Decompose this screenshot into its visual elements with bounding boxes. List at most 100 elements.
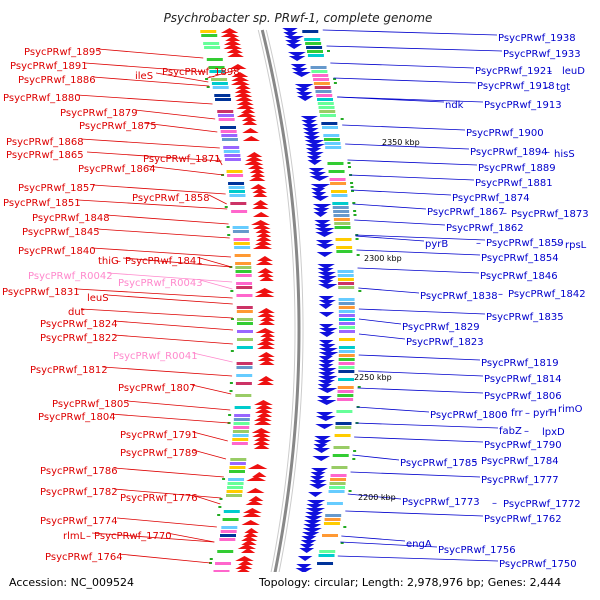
reverse-gene-arrow: [295, 568, 313, 573]
forward-gene-arrow: [257, 308, 275, 313]
gene-label[interactable]: lpxD: [542, 427, 565, 438]
gene-label[interactable]: PsycPRwf_1881: [475, 178, 553, 189]
gene-label[interactable]: engA: [406, 539, 432, 550]
gene-label[interactable]: PsycPRwf_1867: [427, 207, 505, 218]
gene-label[interactable]: hisS: [554, 149, 575, 160]
gene-label[interactable]: PsycPRwf_1824: [40, 319, 118, 330]
rna-label[interactable]: PsycPRwf_R0042: [28, 271, 113, 282]
gene-label[interactable]: PsycPRwf_1776: [120, 493, 198, 504]
gene-label[interactable]: PsycPRwf_1886: [18, 75, 96, 86]
gene-label[interactable]: rlmL: [63, 531, 86, 542]
gene-label[interactable]: PsycPRwf_1806: [484, 391, 562, 402]
reverse-gene-arrow: [305, 144, 325, 149]
gene-label[interactable]: frr: [511, 408, 523, 419]
gene-label[interactable]: PsycPRwf_1822: [40, 333, 118, 344]
gene-label[interactable]: PsycPRwf_1800: [430, 410, 508, 421]
rna-label[interactable]: PsycPRwf_R0043: [118, 278, 203, 289]
gene-label[interactable]: PsycPRwf_1862: [446, 223, 524, 234]
gene-label[interactable]: PsycPRwf_1913: [484, 100, 562, 111]
gene-label[interactable]: PsycPRwf_1880: [3, 93, 81, 104]
gene-label[interactable]: PsycPRwf_1864: [78, 164, 156, 175]
gene-label[interactable]: fabZ: [499, 426, 522, 437]
gene-label[interactable]: pyrH: [533, 408, 557, 419]
gene-label[interactable]: PsycPRwf_1895: [24, 47, 102, 58]
gene-label[interactable]: tgt: [556, 82, 570, 93]
gene-label[interactable]: leuD: [562, 66, 585, 77]
reverse-gene-arrow: [317, 396, 332, 401]
feature-tick-right: [353, 210, 357, 212]
gene-label[interactable]: PsycPRwf_1858: [132, 193, 210, 204]
gene-label[interactable]: PsycPRwf_1918: [477, 81, 555, 92]
forward-gene-arrow: [236, 104, 255, 109]
gene-label[interactable]: PsycPRwf_1791: [120, 430, 198, 441]
gene-label[interactable]: pyrB: [425, 239, 448, 250]
gene-label[interactable]: PsycPRwf_1764: [45, 552, 123, 563]
gene-label[interactable]: PsycPRwf_1823: [406, 337, 484, 348]
gene-label[interactable]: ndk: [445, 100, 464, 111]
gene-label[interactable]: PsycPRwf_1804: [38, 412, 116, 423]
gene-label[interactable]: PsycPRwf_1865: [6, 150, 84, 161]
gene-label[interactable]: ileS: [135, 71, 153, 82]
gene-label[interactable]: PsycPRwf_1777: [481, 475, 559, 486]
forward-gene-arrow: [253, 420, 272, 425]
gene-label[interactable]: PsycPRwf_1838: [420, 291, 498, 302]
gene-label[interactable]: PsycPRwf_1898: [162, 67, 240, 78]
gene-label[interactable]: PsycPRwf_1774: [40, 516, 118, 527]
gene-label[interactable]: PsycPRwf_1829: [402, 322, 480, 333]
gene-label[interactable]: PsycPRwf_1807: [118, 383, 196, 394]
gene-label[interactable]: PsycPRwf_1854: [481, 253, 559, 264]
gene-label[interactable]: dut: [68, 307, 85, 318]
gene-label[interactable]: PsycPRwf_1891: [10, 61, 88, 72]
gene-label[interactable]: PsycPRwf_1879: [60, 108, 138, 119]
gene-label[interactable]: PsycPRwf_1842: [508, 289, 586, 300]
gene-label[interactable]: PsycPRwf_1782: [40, 487, 118, 498]
leader-line-left: [208, 194, 227, 205]
gene-label[interactable]: PsycPRwf_1812: [30, 365, 108, 376]
gene-label[interactable]: PsycPRwf_1875: [79, 121, 157, 132]
gene-label[interactable]: PsycPRwf_1770: [94, 531, 172, 542]
gene-label[interactable]: PsycPRwf_1840: [18, 246, 96, 257]
gene-label[interactable]: PsycPRwf_1889: [478, 163, 556, 174]
gene-label[interactable]: PsycPRwf_1938: [498, 33, 576, 44]
gene-label[interactable]: leuS: [87, 293, 109, 304]
reverse-gene-arrow: [317, 388, 338, 393]
gene-label[interactable]: PsycPRwf_1789: [120, 448, 198, 459]
gene-label[interactable]: PsycPRwf_1762: [484, 514, 562, 525]
gene-label[interactable]: PsycPRwf_1835: [486, 312, 564, 323]
gene-label[interactable]: PsycPRwf_1786: [40, 466, 118, 477]
gene-label[interactable]: PsycPRwf_1848: [32, 213, 110, 224]
gene-label[interactable]: PsycPRwf_1831: [2, 287, 80, 298]
gene-label[interactable]: PsycPRwf_1871: [143, 154, 221, 165]
gene-label[interactable]: PsycPRwf_1894: [470, 147, 548, 158]
gene-label[interactable]: PsycPRwf_1868: [6, 137, 84, 148]
gene-label[interactable]: thiG: [98, 256, 119, 267]
leader-line-left: [113, 320, 234, 331]
gene-label[interactable]: PsycPRwf_1750: [499, 559, 577, 570]
gene-label[interactable]: PsycPRwf_1873: [511, 209, 589, 220]
rna-label[interactable]: PsycPRwf_R0041: [113, 351, 198, 362]
gene-label[interactable]: PsycPRwf_1841: [125, 256, 203, 267]
gene-label[interactable]: PsycPRwf_1772: [503, 499, 581, 510]
leader-line-left: [105, 214, 229, 225]
gene-label[interactable]: PsycPRwf_1805: [52, 399, 130, 410]
gene-label[interactable]: PsycPRwf_1845: [22, 227, 100, 238]
gene-label[interactable]: PsycPRwf_1851: [3, 198, 81, 209]
gene-label[interactable]: PsycPRwf_1874: [452, 193, 530, 204]
gene-label[interactable]: PsycPRwf_1933: [503, 49, 581, 60]
gene-label[interactable]: PsycPRwf_1900: [466, 128, 544, 139]
gene-label[interactable]: PsycPRwf_1784: [481, 456, 559, 467]
gene-label[interactable]: PsycPRwf_1756: [438, 545, 516, 556]
gene-label[interactable]: PsycPRwf_1790: [484, 440, 562, 451]
gene-label[interactable]: PsycPRwf_1846: [480, 271, 558, 282]
gene-label[interactable]: PsycPRwf_1859: [486, 238, 564, 249]
gene-label[interactable]: PsycPRwf_1814: [484, 374, 562, 385]
gene-label[interactable]: PsycPRwf_1921: [475, 66, 553, 77]
gene-label[interactable]: PsycPRwf_1785: [400, 458, 478, 469]
gene-label[interactable]: PsycPRwf_1773: [402, 497, 480, 508]
gene-label[interactable]: rpsL: [565, 240, 587, 251]
annotation-strip-left: [220, 530, 237, 533]
annotation-strip-right: [338, 354, 355, 357]
gene-label[interactable]: PsycPRwf_1857: [18, 183, 96, 194]
gene-label[interactable]: rimO: [558, 404, 583, 415]
gene-label[interactable]: PsycPRwf_1819: [481, 358, 559, 369]
